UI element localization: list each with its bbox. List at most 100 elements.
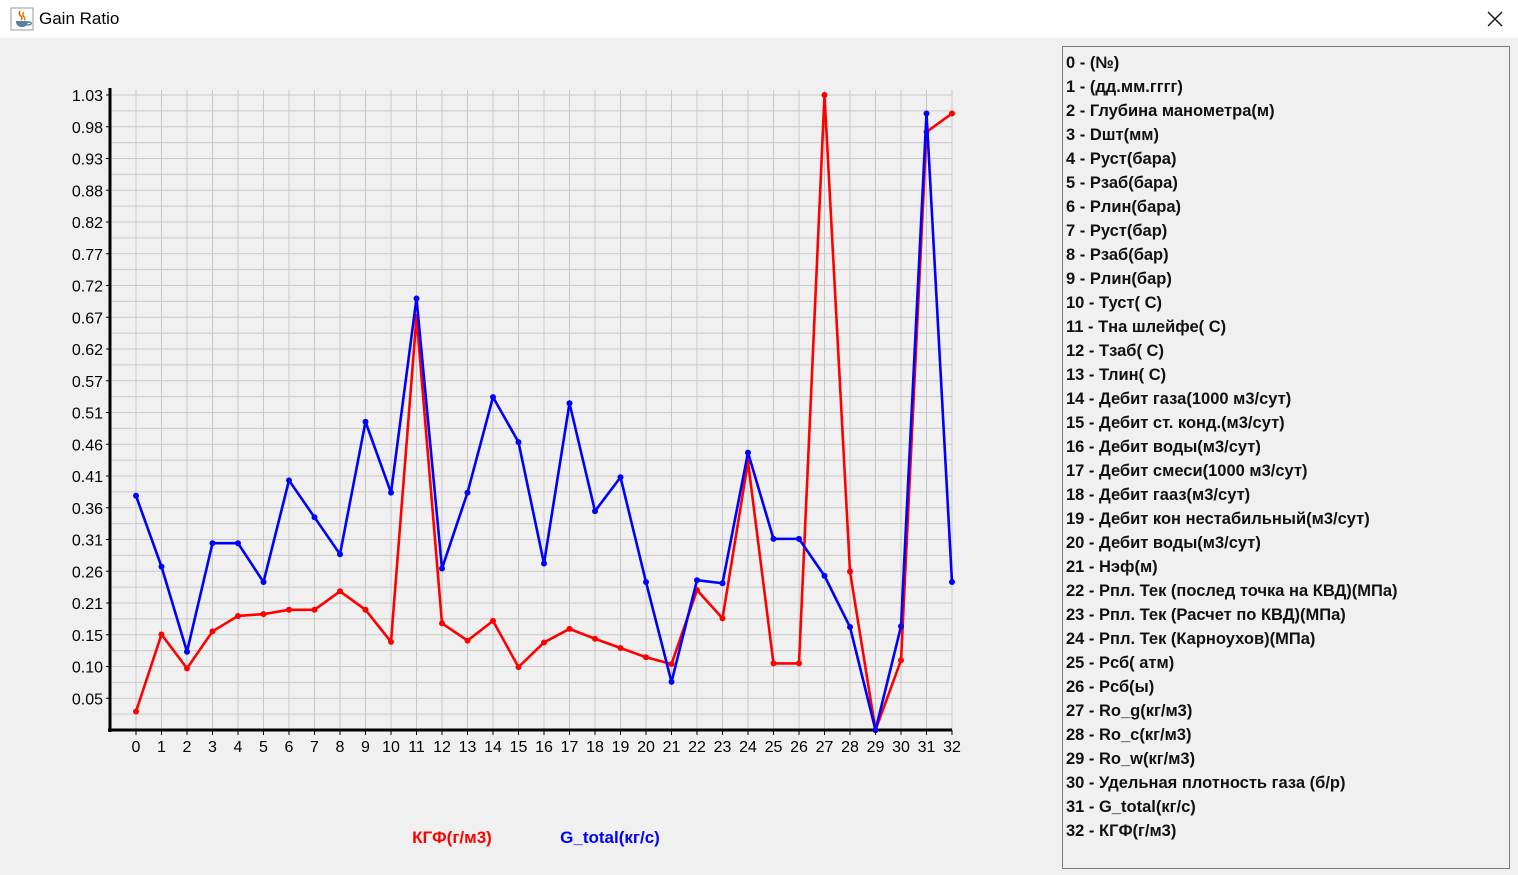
y-tick-label: 0.36 <box>72 501 103 518</box>
x-tick-label: 5 <box>259 739 268 756</box>
x-tick-label: 12 <box>433 739 451 756</box>
x-tick-label: 29 <box>867 739 885 756</box>
close-button[interactable] <box>1476 4 1514 34</box>
legend-list-item: 27 - Ro_g(кг/м3) <box>1066 702 1193 720</box>
data-point <box>617 645 624 652</box>
x-tick-label: 0 <box>132 739 141 756</box>
y-tick-label: 1.03 <box>72 88 103 105</box>
y-tick-label: 0.31 <box>72 533 103 550</box>
legend-list-item: 32 - КГФ(г/м3) <box>1066 822 1177 840</box>
x-tick-label: 6 <box>285 739 294 756</box>
legend-list-item: 26 - Рсб(ы) <box>1066 678 1155 696</box>
data-point <box>949 579 955 586</box>
legend-series-label: G_total(кг/с) <box>560 828 660 847</box>
data-point <box>796 660 802 667</box>
data-point <box>949 110 955 117</box>
data-point <box>719 615 726 622</box>
y-tick-label: 0.57 <box>72 374 103 391</box>
data-point <box>617 474 624 481</box>
y-tick-label: 0.62 <box>72 342 103 359</box>
legend-list-item: 7 - Руст(бар) <box>1066 222 1168 240</box>
data-point <box>133 708 139 715</box>
legend-list-item: 9 - Рлин(бар) <box>1066 270 1172 288</box>
data-point <box>209 540 216 547</box>
x-tick-label: 4 <box>234 739 243 756</box>
data-point <box>209 628 216 635</box>
y-tick-label: 0.72 <box>72 279 103 296</box>
x-tick-label: 26 <box>790 739 808 756</box>
legend-list-item: 30 - Удельная плотность газа (б/р) <box>1066 774 1346 792</box>
data-point <box>694 577 700 584</box>
data-point <box>847 568 853 575</box>
legend-list-item: 16 - Дебит воды(м3/сут) <box>1066 438 1261 456</box>
java-cup-icon <box>10 7 34 31</box>
data-point <box>235 540 241 547</box>
data-point <box>490 394 496 401</box>
data-point <box>821 572 828 579</box>
data-point <box>362 418 369 425</box>
legend-list-item: 18 - Дебит гааз(м3/сут) <box>1066 486 1251 504</box>
data-point <box>286 606 292 613</box>
data-point <box>260 611 267 618</box>
x-tick-label: 22 <box>688 739 706 756</box>
y-tick-label: 0.41 <box>72 469 103 486</box>
y-tick-label: 0.21 <box>72 596 103 613</box>
data-point <box>235 612 241 619</box>
legend-list-item: 15 - Дебит ст. конд.(м3/сут) <box>1066 414 1285 432</box>
x-tick-label: 10 <box>382 739 400 756</box>
y-tick-label: 0.10 <box>72 660 103 677</box>
legend-list-item: 0 - (№) <box>1066 54 1120 72</box>
data-point <box>439 565 445 572</box>
close-icon <box>1487 11 1503 27</box>
column-legend-list[interactable]: 0 - (№) 1 - (дд.мм.гггг) 2 - Глубина маном… <box>1062 46 1510 869</box>
data-point <box>796 535 802 542</box>
x-tick-label: 25 <box>765 739 783 756</box>
x-tick-label: 8 <box>336 739 345 756</box>
legend-list-item: 1 - (дд.мм.гггг) <box>1066 78 1183 96</box>
data-point <box>745 449 751 456</box>
data-point <box>541 560 547 567</box>
data-point <box>260 579 267 586</box>
x-tick-label: 1 <box>157 739 166 756</box>
x-tick-label: 24 <box>739 739 757 756</box>
grid-layer <box>110 90 953 731</box>
legend-list-item: 12 - Тзаб( С) <box>1066 342 1164 360</box>
data-point <box>923 110 930 117</box>
column-legend-rows: 0 - (№) 1 - (дд.мм.гггг) 2 - Глубина маном… <box>1063 51 1509 843</box>
y-tick-label: 0.26 <box>72 564 103 581</box>
series-layer <box>133 92 955 733</box>
chart-window-content: 0.05 0.10 0.15 0.21 0.26 0.31 0.36 0.41 0.46 0.51… <box>0 38 1518 875</box>
legend-list-item: 11 - Тна шлейфе( С) <box>1066 318 1227 336</box>
data-point <box>133 492 139 499</box>
legend-list-item: 24 - Рпл. Тек (Карноухов)(МПа) <box>1066 630 1316 648</box>
data-point <box>566 400 573 407</box>
tick-label-layer: 0.05 0.10 0.15 0.21 0.26 0.31 0.36 0.41 0.46 0.51… <box>72 88 961 756</box>
legend-list-item: 10 - Туст( С) <box>1066 294 1162 312</box>
data-point <box>592 508 598 515</box>
y-tick-label: 0.05 <box>72 691 103 708</box>
legend-list-item: 25 - Рсб( атм) <box>1066 654 1175 672</box>
y-tick-label: 0.67 <box>72 310 103 327</box>
data-point <box>515 439 522 446</box>
x-tick-label: 16 <box>535 739 553 756</box>
chart-legend: КГФ(г/м3) G_total(кг/с) <box>412 828 660 847</box>
x-tick-label: 32 <box>943 739 961 756</box>
x-tick-label: 3 <box>208 739 217 756</box>
x-tick-label: 27 <box>816 739 834 756</box>
x-tick-label: 28 <box>841 739 859 756</box>
data-point <box>592 635 598 642</box>
data-point <box>566 625 573 632</box>
data-point <box>184 665 190 672</box>
y-tick-label: 0.82 <box>72 215 103 232</box>
x-tick-label: 9 <box>361 739 370 756</box>
x-tick-label: 23 <box>714 739 732 756</box>
legend-list-item: 6 - Рлин(бара) <box>1066 198 1182 216</box>
legend-list-item: 20 - Дебит воды(м3/сут) <box>1066 534 1261 552</box>
data-point <box>439 620 445 627</box>
x-tick-label: 18 <box>586 739 604 756</box>
x-tick-label: 11 <box>408 739 425 756</box>
data-point <box>388 638 394 645</box>
legend-list-item: 22 - Рпл. Тек (послед точка на КВД)(МПа) <box>1066 582 1398 600</box>
data-point <box>668 678 675 685</box>
x-tick-label: 2 <box>183 739 192 756</box>
